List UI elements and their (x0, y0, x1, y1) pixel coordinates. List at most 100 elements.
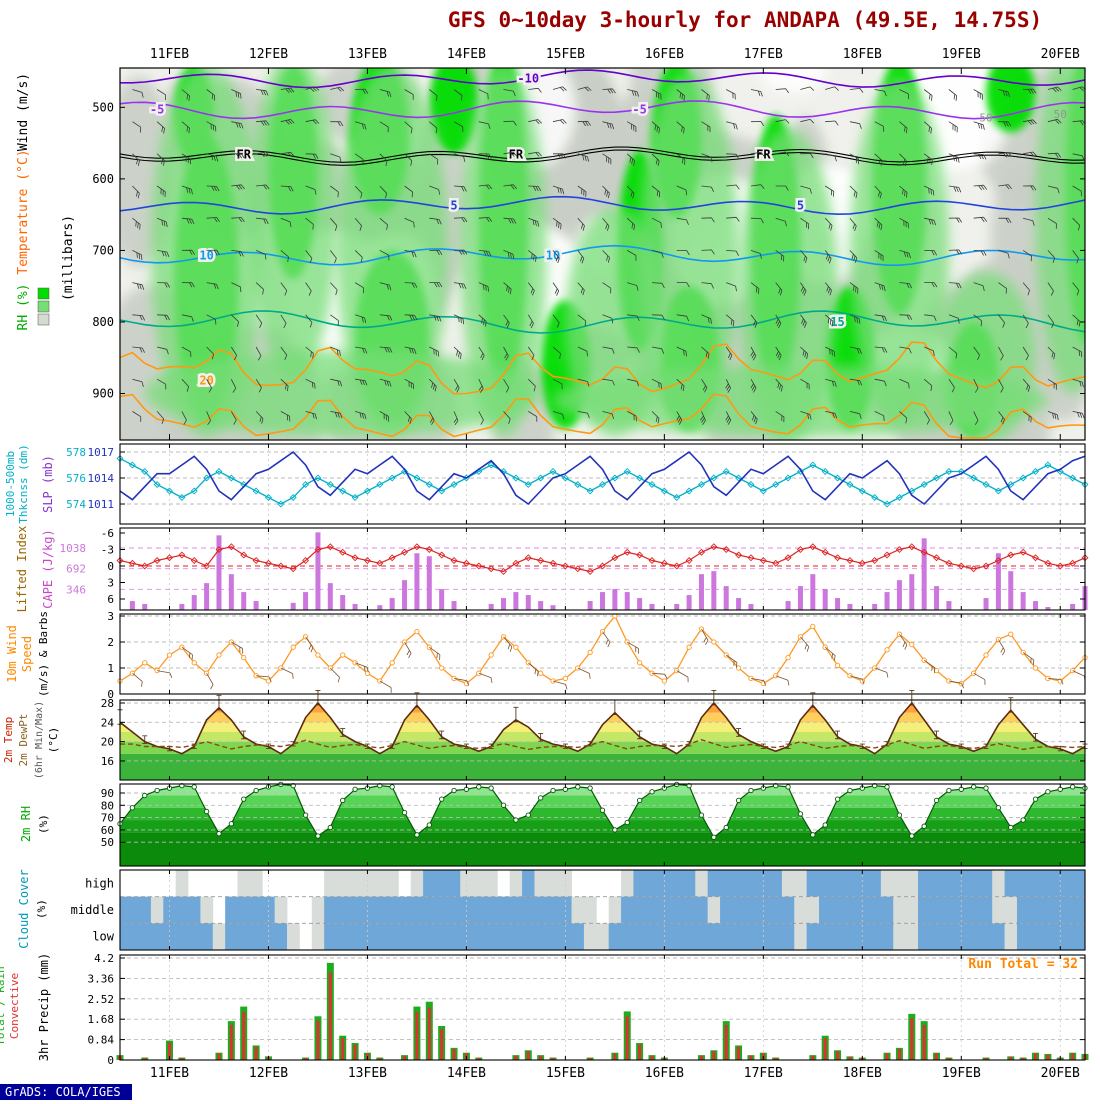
ytick-label-thickness: 578 (66, 446, 86, 459)
wind-barb (132, 346, 145, 353)
cloud-cell-high (744, 870, 758, 897)
wind-barb (354, 250, 363, 263)
axis-label-millibars: (millibars) (61, 215, 76, 301)
thickness-marker (747, 481, 755, 488)
precip-panel (116, 955, 1089, 1060)
wind-barb (453, 411, 459, 426)
thickness-marker (784, 474, 792, 482)
run-total-label: Run Total = 32 (968, 957, 1078, 972)
wind-barb (230, 411, 237, 425)
ytick-label-rh: 80 (101, 799, 114, 812)
rh-green-blob (1035, 68, 1085, 394)
wind-barb (626, 153, 635, 166)
cloud-cell-high (880, 870, 894, 897)
date-label-bottom: 19FEB (942, 1066, 981, 1081)
wind-speed-marker (364, 670, 371, 676)
ytick-label-slp: 1014 (88, 472, 115, 485)
precip-convective-bar (477, 1057, 481, 1060)
wind-barb (726, 216, 740, 222)
cloud-cell-high (1078, 870, 1085, 897)
wind-barb (948, 346, 958, 359)
wind-barb (330, 153, 342, 163)
thickness-marker (933, 474, 941, 482)
cloud-cell-low (682, 923, 696, 950)
wind-barb (651, 250, 664, 258)
lifted-index-marker (190, 557, 198, 564)
thickness-marker (735, 474, 743, 482)
cloud-cell-middle (633, 896, 647, 924)
precip-convective-bar (440, 1029, 444, 1060)
cloud-cell-high (707, 870, 721, 897)
precip-convective-bar (699, 1055, 703, 1060)
lifted-index-marker (759, 557, 767, 564)
wind-speed-marker (1032, 665, 1039, 671)
lifted-index-marker (153, 557, 161, 564)
precip-convective-bar (242, 1011, 246, 1060)
cloud-cell-middle (831, 896, 845, 924)
wind-barb (552, 282, 560, 296)
wind-barb (379, 378, 392, 387)
wind-speed-marker (698, 626, 705, 632)
cloud-cell-high (621, 870, 634, 897)
axis-label-cloud-cover: Cloud Cover (17, 869, 31, 948)
cloud-cell-middle (695, 896, 709, 924)
wind-barb (1023, 88, 1037, 94)
cloud-cell-middle (150, 896, 164, 924)
wind-barb (255, 346, 262, 361)
wind-barb (750, 89, 763, 97)
axis-label-temperature: Temperature (°C) (16, 149, 31, 274)
cloud-cell-low (410, 923, 424, 950)
cloud-cell-low (720, 923, 733, 950)
cloud-cell-high (893, 870, 907, 897)
wind-barb (627, 378, 640, 387)
contour-label-FR: FR (756, 148, 771, 162)
ytick-label-cape: 692 (66, 563, 86, 576)
cape-bar (1045, 607, 1051, 610)
wind-barb (849, 346, 862, 355)
lifted-index-marker (314, 546, 322, 553)
wind-barb (478, 379, 484, 393)
cape-bar (451, 601, 457, 610)
wind-barb (256, 184, 270, 190)
wind-barb (404, 641, 412, 659)
date-label-bottom: 15FEB (546, 1066, 585, 1081)
chart-title: GFS 0~10day 3-hourly for ANDAPA (49.5E, … (448, 8, 1042, 32)
wind-barb (577, 185, 587, 197)
cloud-cell-high (670, 870, 684, 897)
lifted-index-marker (784, 554, 792, 562)
cloud-cell-high (1004, 870, 1018, 897)
date-label-top: 13FEB (348, 47, 387, 62)
cape-bar (550, 605, 556, 610)
precip-convective-bar (984, 1057, 988, 1060)
wind-barb (231, 314, 239, 327)
wind-barb (478, 314, 487, 327)
cloud-cell-low (1004, 923, 1018, 950)
cloud-cell-high (534, 870, 548, 897)
wind-barb (726, 121, 738, 130)
wind-barb (923, 659, 936, 673)
lifted-index-marker (537, 557, 545, 564)
contour-label-FR: FR (236, 148, 251, 162)
wind-barb (775, 675, 790, 686)
cloud-cell-middle (472, 896, 486, 924)
wind-barb (627, 89, 640, 97)
wind-barb (181, 346, 192, 358)
lifted-index-marker (722, 546, 730, 553)
wind-barb (181, 646, 193, 660)
wind-barb (948, 153, 960, 163)
contour-label-15: 15 (830, 315, 844, 329)
cloud-cell-middle (744, 896, 758, 924)
wind-barb (404, 153, 413, 166)
cloud-cell-high (559, 870, 572, 897)
wind-barb (676, 670, 689, 683)
rh-marker (612, 827, 618, 833)
cape-bar (946, 601, 952, 610)
cloud-cell-middle (1066, 896, 1080, 924)
wind-barb (924, 217, 937, 226)
wind-barb (156, 153, 165, 166)
wind-barb (627, 250, 637, 261)
cloud-cell-middle (992, 896, 1005, 924)
wind-barb (676, 250, 690, 256)
wind-barb (527, 346, 535, 361)
cloud-cell-low (435, 923, 449, 950)
